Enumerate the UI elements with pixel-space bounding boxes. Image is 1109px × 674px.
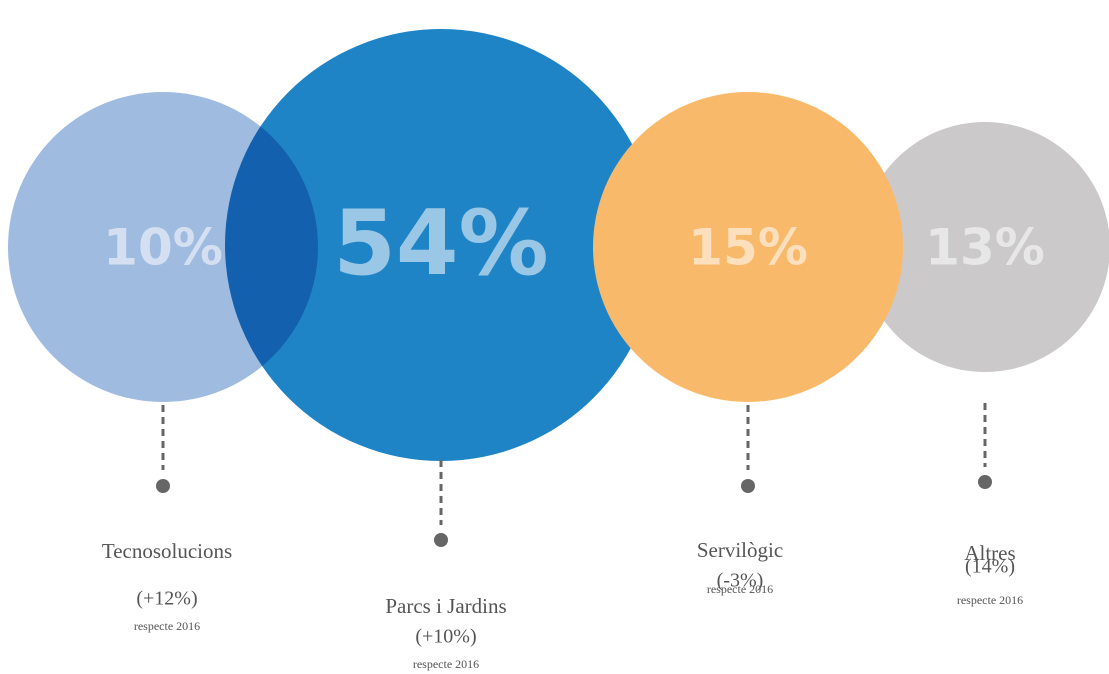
stem-dot [156, 479, 170, 493]
note-label: respecte 2016 [957, 593, 1023, 607]
category-label: Tecnosolucions [102, 539, 232, 563]
bubble [225, 29, 657, 461]
value-label: 15% [688, 219, 808, 277]
category-label: Altres [964, 541, 1015, 565]
stem-dot [978, 475, 992, 489]
change-label: (-3%) [717, 570, 764, 592]
change-label: (+12%) [136, 588, 197, 610]
value-label: 54% [333, 191, 548, 296]
category-label: Servilògic [697, 538, 783, 562]
stem-dot [741, 479, 755, 493]
stem-dot [434, 533, 448, 547]
change-label: (14%) [965, 556, 1015, 578]
change-label: (+10%) [415, 626, 476, 648]
value-label: 10% [103, 219, 223, 277]
bubble [860, 122, 1109, 372]
note-label: respecte 2016 [413, 657, 479, 671]
note-label: respecte 2016 [134, 619, 200, 633]
bubble [8, 92, 318, 402]
bubble [593, 92, 903, 402]
value-label: 13% [925, 219, 1045, 277]
note-label: respecte 2016 [707, 582, 773, 596]
category-label: Parcs i Jardins [385, 594, 506, 618]
